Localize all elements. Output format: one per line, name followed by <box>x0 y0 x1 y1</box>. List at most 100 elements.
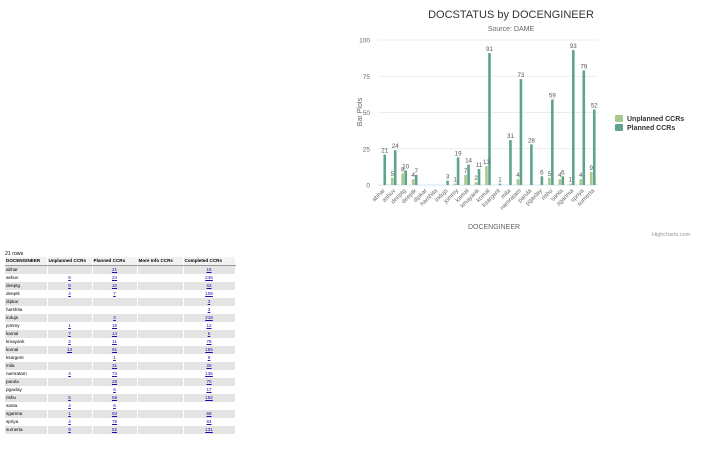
credits-link[interactable]: Highcharts.com <box>652 232 691 238</box>
bar[interactable] <box>579 179 583 185</box>
count-cell: 14 <box>92 330 138 338</box>
count-link[interactable]: 3 <box>207 299 211 304</box>
count-link[interactable]: 26 <box>206 363 212 368</box>
count-link[interactable]: 6 <box>113 403 116 408</box>
count-link[interactable]: 12 <box>206 323 212 328</box>
bar[interactable] <box>401 173 404 185</box>
bar[interactable] <box>516 179 520 185</box>
count-link[interactable]: 5 <box>68 395 71 400</box>
count-link[interactable]: 70 <box>206 379 212 384</box>
bar[interactable] <box>530 144 533 185</box>
bar[interactable] <box>411 179 415 185</box>
count-link[interactable]: 218 <box>205 315 213 320</box>
count-link[interactable]: 1 <box>113 355 116 360</box>
count-link[interactable]: 73 <box>111 371 118 376</box>
legend-item-label[interactable]: Unplanned CCRs <box>627 116 684 123</box>
column-header[interactable]: Completed CCRs <box>183 257 236 266</box>
count-link[interactable]: 59 <box>111 395 118 400</box>
gridlines <box>378 39 598 186</box>
bar[interactable] <box>393 150 397 185</box>
count-link[interactable]: 19 <box>111 323 118 328</box>
count-link[interactable]: 10 <box>111 283 118 288</box>
count-link[interactable]: 5 <box>68 275 71 280</box>
table-row: kamal 7 14 5 <box>5 330 236 338</box>
column-header[interactable]: DOCENGINEER <box>5 257 48 266</box>
count-link[interactable]: 79 <box>111 419 118 424</box>
bar[interactable] <box>589 171 593 185</box>
count-link[interactable]: 8 <box>68 283 71 288</box>
count-link[interactable]: 93 <box>111 411 118 416</box>
legend-symbol[interactable] <box>615 124 623 131</box>
count-link[interactable]: 31 <box>111 363 118 368</box>
count-link[interactable]: 4 <box>68 291 71 296</box>
count-link[interactable]: 4 <box>68 371 71 376</box>
bar[interactable] <box>540 176 544 185</box>
bar[interactable] <box>474 182 478 185</box>
bar[interactable] <box>592 109 596 185</box>
legend[interactable]: Unplanned CCRs Planned CCRs <box>615 115 684 132</box>
count-link[interactable]: 6 <box>113 387 116 392</box>
count-link[interactable]: 24 <box>111 275 118 280</box>
column-header[interactable]: More Info CCRs <box>137 257 184 266</box>
bar[interactable] <box>558 179 562 185</box>
count-link[interactable]: 135 <box>205 371 213 376</box>
count-link[interactable]: 28 <box>111 379 118 384</box>
bar[interactable] <box>404 170 407 186</box>
bar[interactable] <box>414 174 418 185</box>
bar[interactable] <box>488 53 491 185</box>
count-link[interactable]: 1 <box>68 411 71 416</box>
count-link[interactable]: 4 <box>68 403 71 408</box>
count-link[interactable]: 4 <box>68 419 71 424</box>
bar[interactable] <box>582 70 586 185</box>
count-link[interactable]: 11 <box>112 339 117 344</box>
count-link[interactable]: 64 <box>206 419 212 424</box>
count-link[interactable]: 78 <box>206 339 212 344</box>
count-link[interactable]: 14 <box>111 331 118 336</box>
count-link[interactable]: 9 <box>68 427 71 432</box>
count-link[interactable]: 58 <box>206 411 212 416</box>
count-link[interactable]: 165 <box>205 347 213 352</box>
legend-item-label[interactable]: Planned CCRs <box>627 125 675 132</box>
bar[interactable] <box>551 99 554 185</box>
bar[interactable] <box>569 183 572 185</box>
bar[interactable] <box>446 180 449 185</box>
bar[interactable] <box>453 183 457 185</box>
bar[interactable] <box>561 176 565 185</box>
bar[interactable] <box>498 183 502 185</box>
count-link[interactable]: 9 <box>207 355 211 360</box>
bar[interactable] <box>467 164 470 185</box>
count-link[interactable]: 246 <box>205 275 213 280</box>
bar[interactable] <box>485 166 488 185</box>
count-link[interactable]: 91 <box>111 347 118 352</box>
legend-symbol[interactable] <box>615 115 623 122</box>
count-link[interactable]: 109 <box>205 291 213 296</box>
count-cell <box>92 298 138 306</box>
bar[interactable] <box>548 177 551 185</box>
count-link[interactable]: 52 <box>111 427 118 432</box>
bar[interactable] <box>464 174 467 185</box>
count-link[interactable]: 131 <box>205 427 213 432</box>
count-link[interactable]: 17 <box>206 387 212 392</box>
count-link[interactable]: 2 <box>68 339 71 344</box>
count-link[interactable]: 5 <box>207 331 211 336</box>
column-header[interactable]: Planned CCRs <box>92 257 138 266</box>
bar[interactable] <box>509 140 512 185</box>
column-header[interactable]: Unplanned CCRs <box>47 257 93 266</box>
count-link[interactable]: 21 <box>111 267 118 272</box>
count-link[interactable]: 7 <box>68 331 71 336</box>
bar[interactable] <box>390 177 394 185</box>
count-link[interactable]: 3 <box>113 315 116 320</box>
bar[interactable] <box>477 169 481 185</box>
count-link[interactable]: 15 <box>206 267 212 272</box>
count-link[interactable]: 1 <box>68 323 71 328</box>
count-link[interactable]: 3 <box>207 307 211 312</box>
count-link[interactable]: 13 <box>66 347 73 352</box>
bar[interactable] <box>383 154 387 185</box>
bar[interactable] <box>519 79 523 185</box>
count-cell: 162 <box>183 394 236 402</box>
bar[interactable] <box>456 157 460 185</box>
count-link[interactable]: 7 <box>113 291 116 296</box>
count-link[interactable]: 162 <box>205 395 213 400</box>
count-link[interactable]: 63 <box>206 283 212 288</box>
bar[interactable] <box>572 50 575 186</box>
